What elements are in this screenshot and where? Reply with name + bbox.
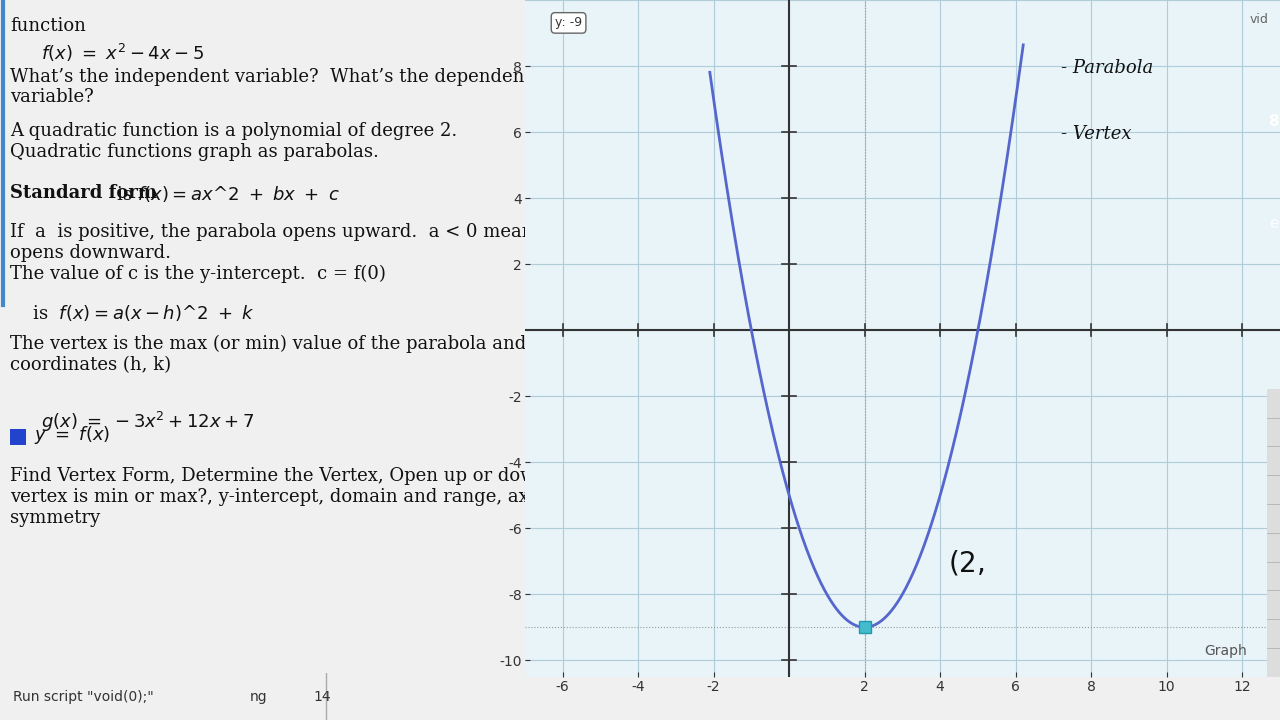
Text: ng: ng — [250, 690, 268, 703]
Text: - Parabola: - Parabola — [1061, 58, 1153, 76]
Text: Graph: Graph — [1204, 644, 1247, 658]
Text: is $f(x) = ax$^$2\ +\ bx\ +\ c$: is $f(x) = ax$^$2\ +\ bx\ +\ c$ — [111, 184, 340, 204]
Text: y: -9: y: -9 — [556, 17, 582, 30]
Text: - Vertex: - Vertex — [1061, 125, 1132, 143]
Text: 14: 14 — [314, 690, 332, 703]
Text: The vertex is the max (or min) value of the parabola and has
coordinates (h, k): The vertex is the max (or min) value of … — [10, 335, 564, 374]
Text: Find Vertex Form, Determine the Vertex, Open up or down,
vertex is min or max?, : Find Vertex Form, Determine the Vertex, … — [10, 467, 567, 526]
Text: $(2,$: $(2,$ — [947, 548, 984, 577]
Text: A quadratic function is a polynomial of degree 2.
Quadratic functions graph as p: A quadratic function is a polynomial of … — [10, 122, 458, 161]
Text: $y\ =\ f(x)$: $y\ =\ f(x)$ — [33, 424, 110, 446]
Text: $f(x)\ =\ x^2 - 4x - 5$: $f(x)\ =\ x^2 - 4x - 5$ — [41, 42, 205, 64]
Text: If  a  is positive, the parabola opens upward.  a < 0 means it
opens downward.
T: If a is positive, the parabola opens upw… — [10, 223, 562, 283]
Text: is  $f(x) = a(x - h)$^$2\ +\ k$: is $f(x) = a(x - h)$^$2\ +\ k$ — [20, 302, 255, 323]
Text: Standard form: Standard form — [10, 184, 157, 202]
Text: What’s the independent variable?  What’s the dependent
variable?: What’s the independent variable? What’s … — [10, 68, 532, 107]
Text: Run script "void(0);": Run script "void(0);" — [13, 690, 154, 703]
Text: 8: 8 — [1268, 114, 1279, 130]
Bar — [10, 429, 26, 446]
Text: $g(x)\ =\ -3x^2 + 12x + 7$: $g(x)\ =\ -3x^2 + 12x + 7$ — [41, 410, 255, 433]
Text: vid: vid — [1249, 13, 1268, 26]
Text: e: e — [1268, 216, 1279, 231]
Text: function: function — [10, 17, 86, 35]
